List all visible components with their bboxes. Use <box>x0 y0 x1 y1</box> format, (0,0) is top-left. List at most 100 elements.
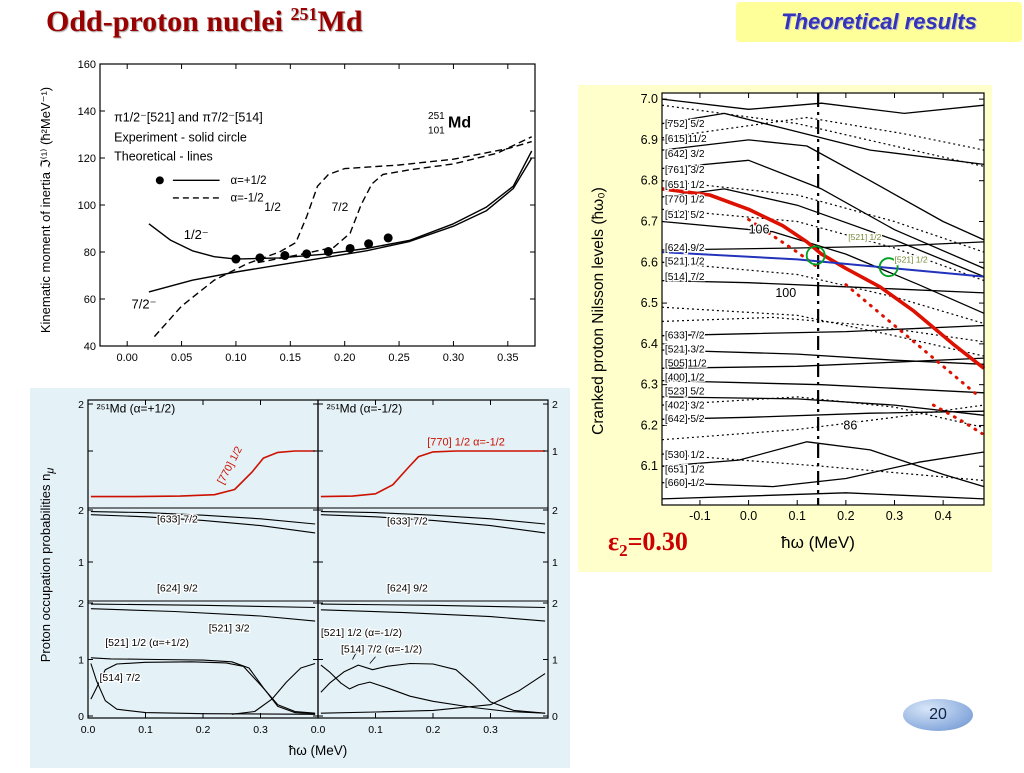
svg-text:0.15: 0.15 <box>280 352 301 364</box>
svg-text:0.30: 0.30 <box>443 352 464 364</box>
svg-text:[521] 1/2: [521] 1/2 <box>665 257 705 268</box>
title-mass-number: 251 <box>290 4 318 24</box>
svg-text:[651] 1/2: [651] 1/2 <box>665 464 705 475</box>
svg-text:2: 2 <box>552 399 558 411</box>
page-number: 20 <box>929 706 947 723</box>
occ-y-axis-label: Proton occupation probabilities nμ <box>38 467 57 663</box>
svg-text:1: 1 <box>78 655 84 667</box>
svg-text:0.1: 0.1 <box>138 724 153 736</box>
svg-text:[770] 1/2: [770] 1/2 <box>665 195 705 206</box>
svg-text:²⁵¹Md (α=+1/2): ²⁵¹Md (α=+1/2) <box>97 401 176 415</box>
svg-text:7/2⁻: 7/2⁻ <box>132 296 157 311</box>
svg-text:140: 140 <box>78 106 96 118</box>
svg-text:[642] 3/2: [642] 3/2 <box>665 149 705 160</box>
svg-text:[514] 7/2: [514] 7/2 <box>100 672 141 684</box>
svg-text:[615]11/2: [615]11/2 <box>665 134 707 145</box>
svg-text:1: 1 <box>552 655 558 667</box>
svg-text:0.1: 0.1 <box>368 724 383 736</box>
svg-text:[633] 7/2: [633] 7/2 <box>665 331 705 342</box>
svg-text:2: 2 <box>552 505 558 517</box>
svg-text:1: 1 <box>552 446 558 458</box>
svg-text:π1/2⁻[521] and π7/2⁻[514]: π1/2⁻[521] and π7/2⁻[514] <box>114 111 263 125</box>
nilsson-x-axis-label: ħω (MeV) <box>781 533 855 552</box>
moment-of-inertia-chart: 0.00 0.05 0.10 0.15 0.20 0.25 0.30 0.35 40 60 80 10… <box>78 59 536 364</box>
svg-text:0.2: 0.2 <box>426 724 441 736</box>
svg-text:0.10: 0.10 <box>225 352 246 364</box>
svg-text:1: 1 <box>78 557 84 569</box>
svg-text:60: 60 <box>84 294 96 306</box>
svg-text:0.35: 0.35 <box>497 352 518 364</box>
svg-text:[642] 5/2: [642] 5/2 <box>665 414 705 425</box>
svg-text:0.0: 0.0 <box>81 724 96 736</box>
svg-text:Experiment - solid circle: Experiment - solid circle <box>114 131 247 145</box>
svg-text:0.1: 0.1 <box>789 509 806 523</box>
svg-text:0.3: 0.3 <box>253 724 268 736</box>
svg-text:1/2: 1/2 <box>264 200 281 214</box>
svg-text:[523] 5/2: [523] 5/2 <box>665 386 705 397</box>
moment-of-inertia-figure: 0.00 0.05 0.10 0.15 0.20 0.25 0.30 0.35 40 60 80 10… <box>30 50 570 385</box>
svg-text:0.2: 0.2 <box>196 724 211 736</box>
svg-text:86: 86 <box>843 419 857 433</box>
svg-text:0.00: 0.00 <box>116 352 137 364</box>
svg-text:120: 120 <box>78 153 96 165</box>
svg-text:[400] 1/2: [400] 1/2 <box>665 373 705 384</box>
svg-text:160: 160 <box>78 59 96 71</box>
svg-text:[761] 3/2: [761] 3/2 <box>665 165 705 176</box>
nilsson-y-axis-label: Cranked proton Nilsson levels (ħω₀) <box>590 187 607 435</box>
occupation-probabilities-figure: 0.0 0.1 0.2 0.3 2 2 1 2 1 0 ²⁵¹Md (α=+1/2) [770] 1/… <box>30 388 570 768</box>
svg-text:[521] 1/2: [521] 1/2 <box>848 232 881 242</box>
title-element: Md <box>317 5 363 38</box>
moi-y-axis-label: Kinematic moment of inertia ℑ⁽¹⁾ (ħ²MeV⁻… <box>38 86 53 334</box>
svg-text:[521] 1/2: [521] 1/2 <box>895 254 928 264</box>
svg-text:Md: Md <box>448 114 471 131</box>
svg-text:[514] 7/2 (α=-1/2): [514] 7/2 (α=-1/2) <box>341 644 422 656</box>
svg-text:²⁵¹Md (α=-1/2): ²⁵¹Md (α=-1/2) <box>327 401 403 415</box>
svg-text:0.2: 0.2 <box>837 509 854 523</box>
svg-text:[521] 3/2: [521] 3/2 <box>665 344 705 355</box>
svg-text:0.4: 0.4 <box>934 509 951 523</box>
svg-text:[651] 1/2: [651] 1/2 <box>665 180 705 191</box>
svg-text:6.9: 6.9 <box>641 133 658 147</box>
svg-text:101: 101 <box>428 125 445 136</box>
svg-text:-0.1: -0.1 <box>689 509 711 523</box>
svg-text:0: 0 <box>78 711 84 723</box>
page-title: Odd-proton nuclei 251Md <box>46 4 363 39</box>
svg-text:100: 100 <box>775 286 796 300</box>
svg-text:[521] 1/2 (α=-1/2): [521] 1/2 (α=-1/2) <box>321 627 402 639</box>
svg-text:[624] 9/2: [624] 9/2 <box>665 243 705 254</box>
nilsson-levels-chart: -0.1 0.0 0.1 0.2 0.3 0.4 6.1 6.2 6.3 6.4 6.5 6.6 6.7… <box>641 92 986 523</box>
svg-text:6.6: 6.6 <box>641 255 658 269</box>
svg-text:0.05: 0.05 <box>171 352 192 364</box>
occ-x-axis-label: ħω (MeV) <box>288 743 348 758</box>
svg-text:0: 0 <box>552 711 558 723</box>
svg-text:6.2: 6.2 <box>641 418 658 432</box>
occupation-probabilities-chart: 0.0 0.1 0.2 0.3 2 2 1 2 1 0 ²⁵¹Md (α=+1/2) [770] 1/… <box>78 399 558 736</box>
svg-text:251: 251 <box>428 111 445 122</box>
svg-text:100: 100 <box>78 200 96 212</box>
svg-text:106: 106 <box>749 223 770 237</box>
svg-text:2: 2 <box>78 505 84 517</box>
svg-text:[530] 1/2: [530] 1/2 <box>665 450 705 461</box>
svg-text:1: 1 <box>552 557 558 569</box>
svg-text:[512] 5/2: [512] 5/2 <box>665 210 705 221</box>
svg-text:[752] 5/2: [752] 5/2 <box>665 119 705 130</box>
svg-text:[660] 1/2: [660] 1/2 <box>665 478 705 489</box>
svg-text:0.3: 0.3 <box>886 509 903 523</box>
svg-text:80: 80 <box>84 247 96 259</box>
svg-text:[624] 9/2: [624] 9/2 <box>387 583 428 595</box>
svg-text:[514] 7/2: [514] 7/2 <box>665 272 705 283</box>
svg-text:[770] 1/2: [770] 1/2 <box>215 444 245 486</box>
svg-text:[505]11/2: [505]11/2 <box>665 358 707 369</box>
svg-text:6.8: 6.8 <box>641 174 658 188</box>
svg-text:α=-1/2: α=-1/2 <box>231 192 264 204</box>
svg-text:7/2: 7/2 <box>332 200 349 214</box>
svg-text:[521] 1/2 (α=+1/2): [521] 1/2 (α=+1/2) <box>105 637 189 649</box>
svg-text:0.0: 0.0 <box>740 509 757 523</box>
page-number-badge: 20 <box>903 699 973 731</box>
svg-text:[633] 7/2: [633] 7/2 <box>387 516 428 528</box>
svg-text:0.25: 0.25 <box>388 352 409 364</box>
svg-text:0.3: 0.3 <box>483 724 498 736</box>
title-text: Odd-proton nuclei <box>46 5 291 38</box>
svg-text:6.1: 6.1 <box>641 459 658 473</box>
svg-text:2: 2 <box>78 598 84 610</box>
